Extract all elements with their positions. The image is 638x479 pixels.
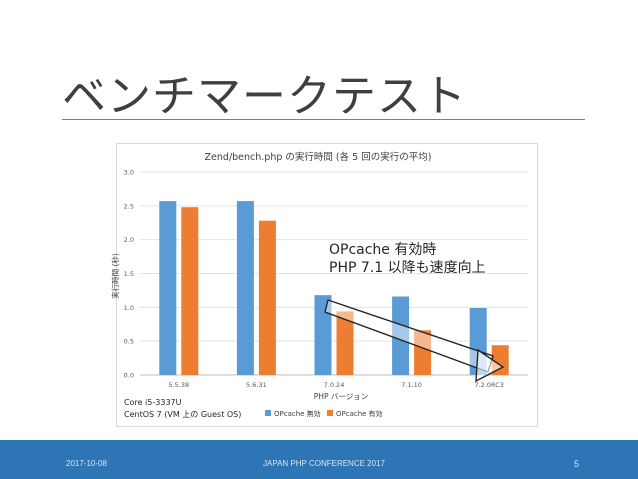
- legend-label-opcache-on: OPcache 有効: [336, 409, 383, 418]
- bar-opcache-on-5.5.38: [181, 207, 199, 375]
- environment-os: CentOS 7 (VM 上の Guest OS): [124, 410, 241, 419]
- footer-conference: JAPAN PHP CONFERENCE 2017: [263, 459, 385, 468]
- x-tick-label: 7.1.10: [401, 381, 422, 389]
- footer-date: 2017-10-08: [66, 459, 107, 468]
- y-tick-label: 2.5: [124, 202, 134, 210]
- y-tick-label: 3.0: [124, 169, 134, 177]
- environment-cpu: Core i5-3337U: [124, 398, 182, 407]
- footer-bar: 2017-10-08 JAPAN PHP CONFERENCE 2017 5: [0, 440, 638, 479]
- annotation-line-1: OPcache 有効時: [329, 242, 436, 258]
- slide-title: ベンチマークテスト: [62, 71, 467, 122]
- x-tick-label: 5.6.31: [246, 381, 267, 389]
- bar-opcache-on-7.1.10: [414, 330, 432, 375]
- footer-page-number: 5: [574, 459, 580, 469]
- y-tick-label: 0.5: [124, 338, 134, 346]
- chart-title: Zend/bench.php の実行時間 (各 5 回の実行の平均): [205, 151, 432, 163]
- legend: OPcache 無効 OPcache 有効: [265, 409, 383, 418]
- x-tick-label: 5.5.38: [168, 381, 189, 389]
- bar-opcache-off-7.0.24: [314, 295, 332, 375]
- y-tick-label: 1.0: [124, 304, 134, 312]
- legend-label-opcache-off: OPcache 無効: [274, 409, 321, 418]
- x-axis-label: PHP バージョン: [314, 392, 368, 401]
- x-tick-label: 7.0.24: [324, 381, 345, 389]
- bar-opcache-on-5.6.31: [258, 220, 276, 375]
- y-tick-label: 1.5: [124, 270, 134, 278]
- legend-swatch-opcache-off: [265, 410, 271, 416]
- annotation-line-2: PHP 7.1 以降も速度向上: [329, 260, 486, 276]
- legend-swatch-opcache-on: [327, 410, 333, 416]
- x-tick-label: 7.2.0RC3: [474, 381, 503, 389]
- bar-opcache-off-7.1.10: [392, 296, 410, 375]
- y-tick-label: 2.0: [124, 236, 134, 244]
- y-tick-label: 0.0: [124, 372, 134, 380]
- bar-opcache-off-5.5.38: [159, 201, 177, 375]
- bar-chart: Zend/bench.php の実行時間 (各 5 回の実行の平均) 0.0 0.…: [110, 151, 528, 419]
- bar-opcache-on-7.0.24: [336, 311, 354, 375]
- trend-arrow: [324, 299, 505, 383]
- bar-opcache-off-5.6.31: [236, 201, 254, 375]
- title-divider: [62, 119, 585, 120]
- y-axis-label: 実行時間 (秒): [110, 253, 120, 299]
